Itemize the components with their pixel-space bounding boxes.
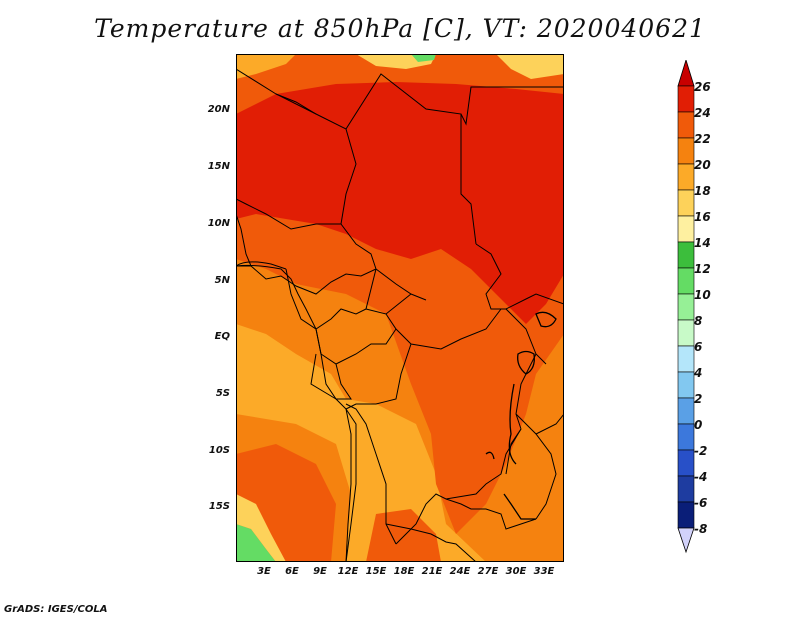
colorbar-segment <box>677 267 695 295</box>
field-north-edge-green <box>411 54 436 62</box>
colorbar-segment <box>677 85 695 113</box>
colorbar-label: 4 <box>694 366 703 380</box>
colorbar-segment <box>677 319 695 347</box>
lat-label: 5N <box>214 275 230 286</box>
lon-label: 12E <box>337 566 359 577</box>
colorbar-label: -4 <box>694 470 708 484</box>
colorbar-segment <box>677 163 695 191</box>
colorbar-label: 8 <box>694 314 703 328</box>
coastline-west <box>236 264 352 562</box>
colorbar-label: 16 <box>694 210 711 224</box>
colorbar-segment <box>677 111 695 139</box>
colorbar-segment <box>677 397 695 425</box>
lon-label: 24E <box>449 566 471 577</box>
footer-credit: GrADS: IGES/COLA <box>4 604 108 615</box>
colorbar-segment <box>677 137 695 165</box>
field-southwest-yellow <box>236 494 286 562</box>
map-title: Temperature at 850hPa [C], VT: 202004062… <box>94 14 706 43</box>
colorbar-label: 26 <box>694 80 711 94</box>
colorbar-segment <box>677 241 695 269</box>
colorbar-label: 2 <box>694 392 703 406</box>
map-border <box>236 54 564 562</box>
colorbar-label: 24 <box>694 106 711 120</box>
colorbar-label: 18 <box>694 184 711 198</box>
lon-label: 15E <box>365 566 387 577</box>
lon-label: 30E <box>505 566 527 577</box>
colorbar-segment <box>677 189 695 217</box>
colorbar-label: -2 <box>694 444 708 458</box>
borders <box>236 68 564 562</box>
field-24-26 <box>236 82 564 324</box>
lat-label: 10S <box>208 445 230 456</box>
colorbar-label: 20 <box>694 158 711 172</box>
colorbar-label: 10 <box>694 288 711 302</box>
lon-label: 27E <box>477 566 499 577</box>
lakes <box>485 311 557 520</box>
lat-label: 15N <box>207 161 230 172</box>
colorbar <box>677 60 695 554</box>
colorbar-label: 12 <box>694 262 711 276</box>
colorbar-label: -8 <box>694 522 708 536</box>
lon-label: 6E <box>285 566 299 577</box>
field-southwest-green <box>236 524 276 562</box>
colorbar-segment <box>677 215 695 243</box>
field-northwest-cool <box>236 54 296 79</box>
colorbar-bottom-arrow <box>677 527 695 554</box>
field-south-22-24 <box>366 509 441 562</box>
lon-label: 21E <box>421 566 443 577</box>
colorbar-segment <box>677 293 695 321</box>
colorbar-label: -6 <box>694 496 708 510</box>
colorbar-segment <box>677 423 695 451</box>
lon-label: 3E <box>257 566 271 577</box>
colorbar-label: 22 <box>694 132 711 146</box>
field-northeast-cool <box>496 54 564 79</box>
colorbar-segment <box>677 345 695 373</box>
lon-label: 33E <box>533 566 555 577</box>
lat-label: 20N <box>207 104 230 115</box>
colorbar-segment <box>677 501 695 529</box>
colorbar-top-arrow <box>677 60 695 87</box>
lat-label: EQ <box>214 331 230 342</box>
colorbar-label: 6 <box>694 340 703 354</box>
colorbar-segment <box>677 475 695 503</box>
colorbar-segment <box>677 371 695 399</box>
lat-label: 15S <box>208 501 230 512</box>
colorbar-segment <box>677 449 695 477</box>
lat-label: 5S <box>215 388 230 399</box>
lon-label: 18E <box>393 566 415 577</box>
lon-label: 9E <box>313 566 327 577</box>
lat-label: 10N <box>207 218 230 229</box>
temperature-map <box>236 54 564 562</box>
colorbar-label: 14 <box>694 236 711 250</box>
colorbar-label: 0 <box>694 418 703 432</box>
